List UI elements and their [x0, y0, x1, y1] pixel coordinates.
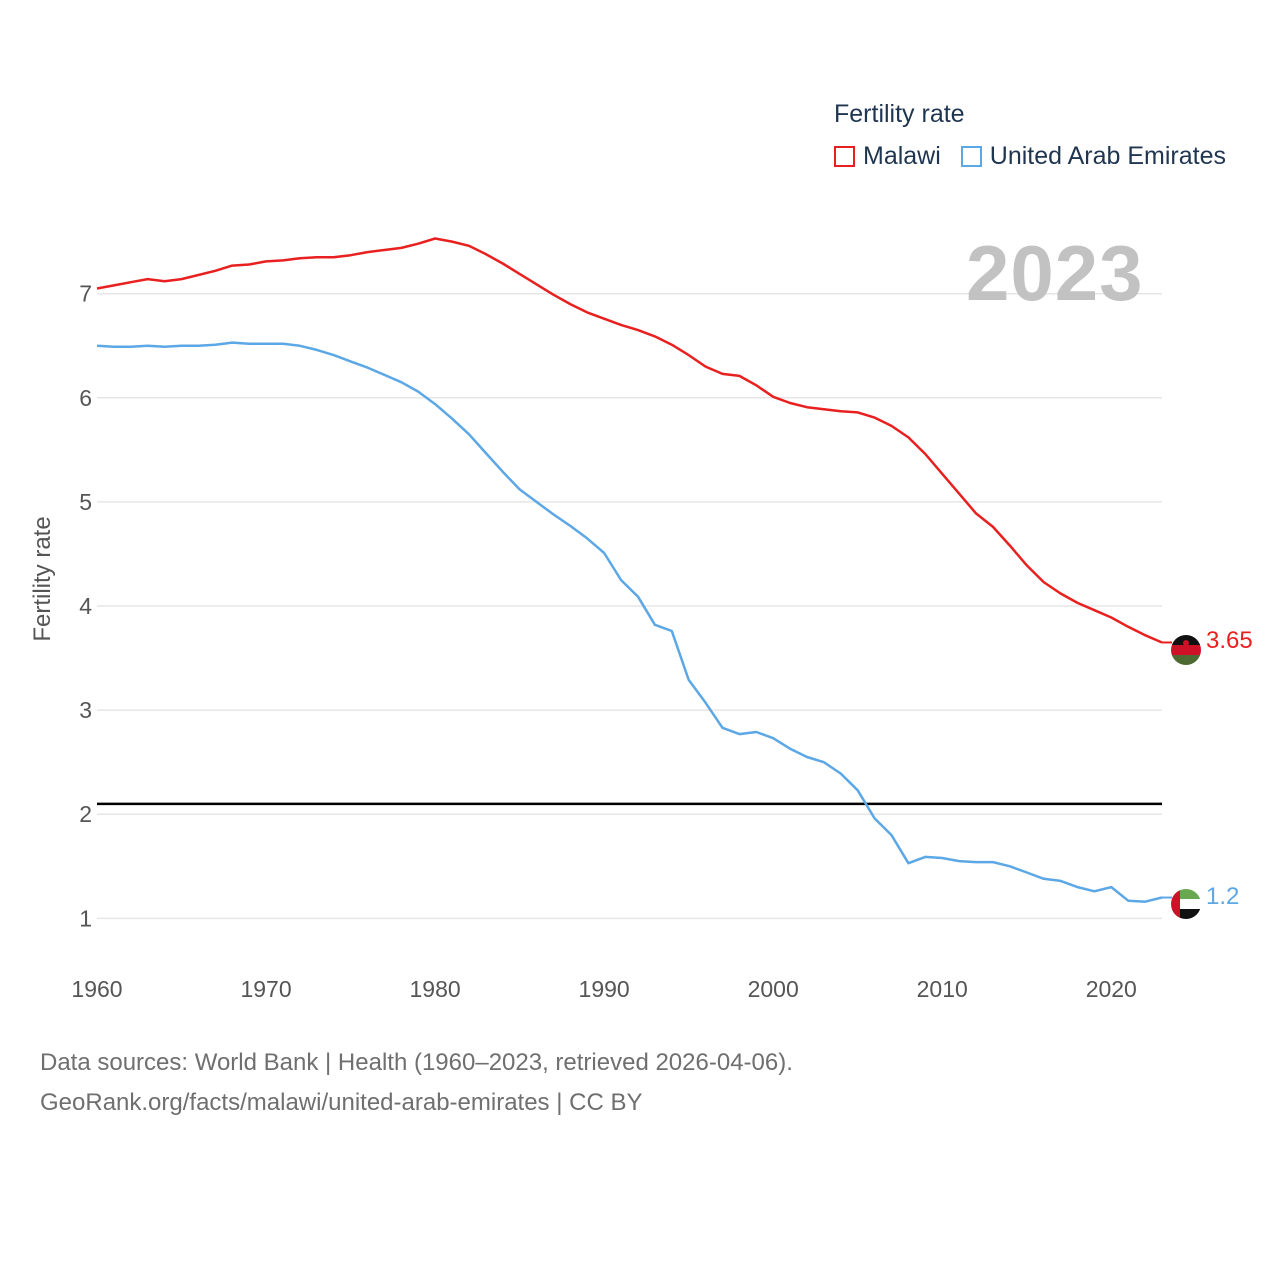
x-tick-label: 2010 — [917, 976, 968, 1002]
legend-swatch-uae — [960, 146, 982, 167]
y-tick-label: 5 — [79, 489, 92, 515]
legend-title: Fertility rate — [834, 100, 965, 128]
y-tick-label: 2 — [79, 801, 92, 827]
series-line-uae — [96, 341, 1163, 903]
y-tick-label: 3 — [79, 697, 92, 723]
legend-label-malawi: Malawi — [863, 142, 941, 170]
uae-flag-icon — [1171, 889, 1201, 919]
end-value-uae: 1.2 — [1206, 882, 1240, 910]
end-value-malawi: 3.65 — [1206, 627, 1253, 655]
legend-item-uae[interactable]: United Arab Emirates — [960, 142, 1227, 171]
y-tick-label: 4 — [79, 593, 92, 619]
y-tick-label: 1 — [79, 905, 92, 931]
x-tick-label: 1980 — [410, 976, 461, 1002]
x-tick-label: 2000 — [748, 976, 799, 1002]
x-tick-label: 1960 — [71, 976, 122, 1002]
year-label: 2023 — [966, 229, 1144, 317]
source-note: Data sources: World Bank | Health (1960–… — [40, 1043, 793, 1123]
series-line-malawi — [96, 237, 1163, 644]
x-tick-label: 1970 — [240, 976, 291, 1002]
legend-swatch-malawi — [834, 146, 855, 167]
source-line-2[interactable]: GeoRank.org/facts/malawi/united-arab-emi… — [40, 1089, 643, 1116]
y-tick-label: 6 — [79, 385, 92, 411]
legend-label-uae: United Arab Emirates — [989, 142, 1227, 170]
y-tick-label: 7 — [79, 281, 92, 307]
x-tick-label: 1990 — [579, 976, 630, 1002]
malawi-flag-icon — [1171, 635, 1201, 665]
legend-item-malawi[interactable]: Malawi — [834, 142, 941, 171]
legend: Malawi United Arab Emirates — [834, 142, 1246, 171]
source-line-1: Data sources: World Bank | Health (1960–… — [40, 1049, 793, 1076]
y-axis-label: Fertility rate — [29, 516, 56, 641]
x-tick-label: 2020 — [1086, 976, 1137, 1002]
